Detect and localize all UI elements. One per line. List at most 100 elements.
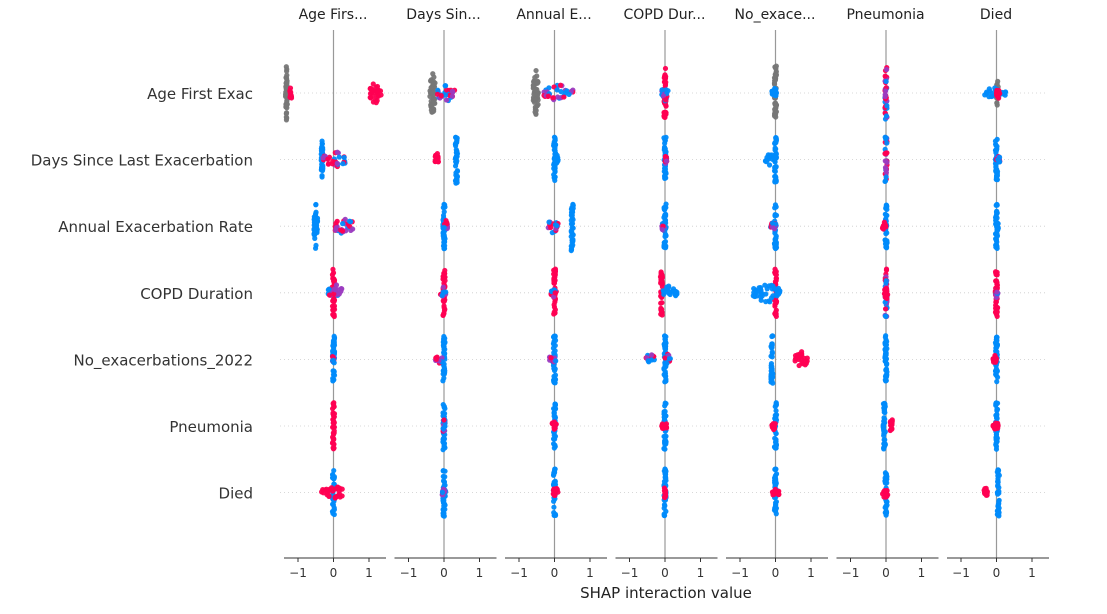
data-point xyxy=(884,206,890,213)
data-point xyxy=(552,268,558,274)
data-point xyxy=(883,88,889,94)
data-point xyxy=(551,380,558,386)
data-point xyxy=(994,400,1001,406)
data-point xyxy=(283,93,289,99)
data-point xyxy=(888,420,895,426)
data-point xyxy=(369,86,375,92)
data-point xyxy=(552,512,559,518)
data-point xyxy=(773,408,779,414)
data-point xyxy=(995,510,1001,516)
data-point xyxy=(772,466,778,472)
data-point xyxy=(551,468,558,474)
data-point xyxy=(883,267,890,273)
data-point xyxy=(763,159,770,165)
data-point xyxy=(660,93,667,99)
data-point xyxy=(662,355,668,361)
data-point xyxy=(883,113,890,119)
data-point xyxy=(993,168,999,174)
data-point xyxy=(661,240,667,246)
x-tick-label: 1 xyxy=(586,566,594,580)
data-point xyxy=(333,282,340,288)
data-point xyxy=(370,81,376,87)
data-point xyxy=(442,350,448,357)
data-point xyxy=(884,488,890,494)
data-point xyxy=(773,268,779,275)
data-point xyxy=(339,493,345,499)
data-point xyxy=(993,348,999,354)
data-point xyxy=(454,168,461,174)
data-point xyxy=(996,158,1002,165)
data-point xyxy=(441,275,447,281)
data-point xyxy=(284,80,290,86)
data-point xyxy=(319,138,325,144)
data-point xyxy=(431,100,437,106)
data-point xyxy=(772,312,779,318)
data-point xyxy=(334,149,341,155)
data-point xyxy=(331,297,337,303)
data-point xyxy=(552,422,558,428)
column-title: Annual E... xyxy=(516,7,591,23)
row-label: Died xyxy=(219,485,253,503)
data-point xyxy=(430,71,436,77)
data-point xyxy=(883,367,889,373)
data-point xyxy=(666,289,673,295)
data-point xyxy=(335,484,341,490)
x-tick-label: −1 xyxy=(952,566,970,580)
data-point xyxy=(753,288,759,295)
data-point xyxy=(330,357,336,363)
data-point xyxy=(552,436,558,442)
data-point xyxy=(428,85,434,91)
data-point xyxy=(883,339,889,345)
data-point xyxy=(882,313,889,319)
data-point xyxy=(664,360,670,367)
data-point xyxy=(775,491,781,497)
data-point xyxy=(993,368,999,374)
data-point xyxy=(329,406,336,412)
data-point xyxy=(773,135,779,141)
data-point xyxy=(449,93,455,99)
data-point xyxy=(773,177,779,183)
data-point xyxy=(994,102,1000,108)
data-point xyxy=(552,156,558,162)
data-point xyxy=(442,83,449,89)
x-tick-label: 1 xyxy=(365,566,373,580)
data-point xyxy=(766,298,772,304)
data-point xyxy=(551,334,557,340)
data-point xyxy=(883,166,889,172)
data-point xyxy=(552,415,559,421)
data-point xyxy=(440,284,446,290)
data-point xyxy=(994,223,1000,229)
data-point xyxy=(884,103,890,109)
data-point xyxy=(313,242,319,249)
data-point xyxy=(772,473,779,479)
data-point xyxy=(552,366,558,372)
data-point xyxy=(546,85,552,91)
data-point xyxy=(434,150,440,157)
data-point xyxy=(550,95,556,101)
data-point xyxy=(882,355,888,361)
data-point xyxy=(319,174,325,180)
data-point xyxy=(882,442,888,448)
data-point xyxy=(995,423,1001,429)
x-tick-label: 0 xyxy=(440,566,448,580)
data-point xyxy=(287,90,293,96)
data-point xyxy=(441,310,447,316)
data-point xyxy=(772,482,779,488)
data-point xyxy=(341,154,347,161)
data-point xyxy=(429,90,435,96)
row-label: No_exacerbations_2022 xyxy=(73,351,253,370)
data-point xyxy=(367,94,373,101)
data-point xyxy=(552,442,558,448)
data-point xyxy=(663,334,669,340)
data-point xyxy=(311,232,317,238)
data-point xyxy=(441,417,447,423)
data-point xyxy=(330,502,336,508)
data-point xyxy=(441,510,447,516)
data-point xyxy=(772,205,778,211)
data-point xyxy=(661,365,667,371)
x-tick-label: 1 xyxy=(918,566,926,580)
data-point xyxy=(883,503,889,509)
data-point xyxy=(330,343,336,349)
data-point xyxy=(347,218,353,224)
data-point xyxy=(340,161,346,167)
